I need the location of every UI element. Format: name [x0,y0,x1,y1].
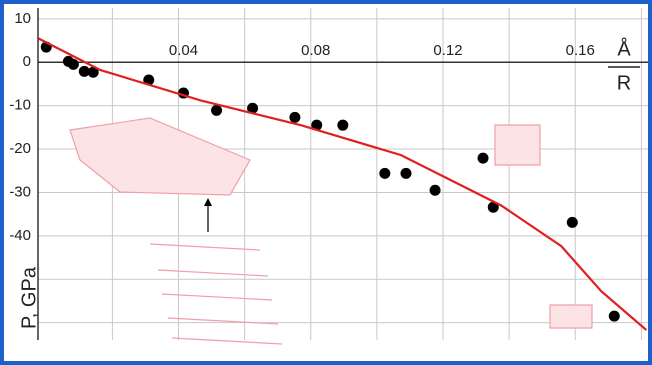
y-axis-label: P, GPa [18,266,40,329]
data-point [400,168,411,179]
y-tick-label: -40 [9,227,31,244]
y-tick-label: -20 [9,140,31,157]
data-point [337,120,348,131]
y-tick-label: -30 [9,183,31,200]
x-tick-label: 0.08 [301,42,330,59]
y-tick-label: 0 [23,53,31,70]
y-tick-label: -10 [9,97,31,114]
x-tick-label: 0.12 [433,42,462,59]
x-tick-label: 0.16 [566,42,595,59]
data-point [609,311,620,322]
data-point [430,185,441,196]
x-axis-label: R [617,72,631,94]
y-tick-label: 10 [14,10,31,27]
x-tick-label: 0.04 [169,42,198,59]
data-point [379,168,390,179]
x-axis-label: Å [617,37,631,60]
data-point [567,217,578,228]
data-point [289,112,300,123]
data-point [68,59,79,70]
chart: P, GPa Å R 0.04 0.08 0.12 0.16 10 0 -10 -20 -30 -… [0,0,652,365]
data-point [478,153,489,164]
data-point [211,105,222,116]
